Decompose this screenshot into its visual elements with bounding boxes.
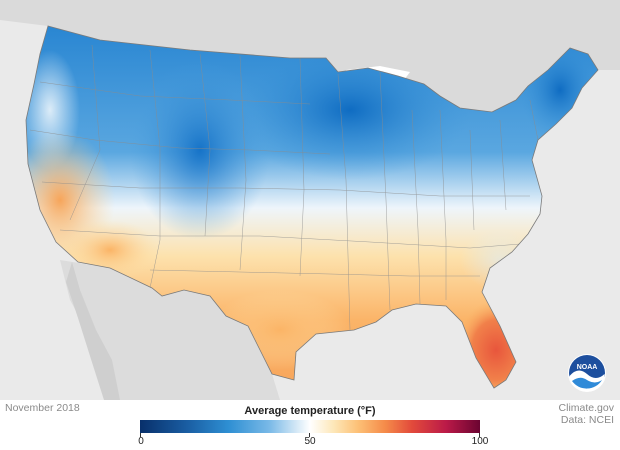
map-footer: November 2018 Climate.gov Data: NCEI Ave…: [0, 400, 620, 450]
legend-tick-100: [479, 433, 480, 437]
legend-title: Average temperature (°F): [244, 405, 376, 417]
temperature-map: NOAA: [0, 0, 620, 400]
baja-peninsula: [66, 262, 120, 400]
legend-label-100: 100: [471, 436, 489, 447]
legend-color-bar: [140, 420, 480, 433]
legend-label-50: 50: [304, 436, 316, 447]
map-canvas: [0, 0, 620, 400]
noaa-logo-text: NOAA: [577, 364, 598, 371]
legend-label-0: 0: [138, 436, 144, 447]
credit-block: Climate.gov Data: NCEI: [559, 402, 614, 426]
noaa-logo: NOAA: [568, 354, 606, 392]
us-outline: [25, 25, 599, 389]
legend-tick-0: [140, 433, 141, 437]
credit-source: Climate.gov: [558, 402, 614, 414]
legend-tick-50: [309, 433, 310, 437]
credit-data: Data: NCEI: [560, 414, 614, 426]
canada-landmass: [0, 0, 620, 112]
mexico-landmass: [60, 260, 280, 400]
noaa-emblem-icon: NOAA: [569, 355, 605, 392]
date-label: November 2018: [5, 402, 80, 414]
